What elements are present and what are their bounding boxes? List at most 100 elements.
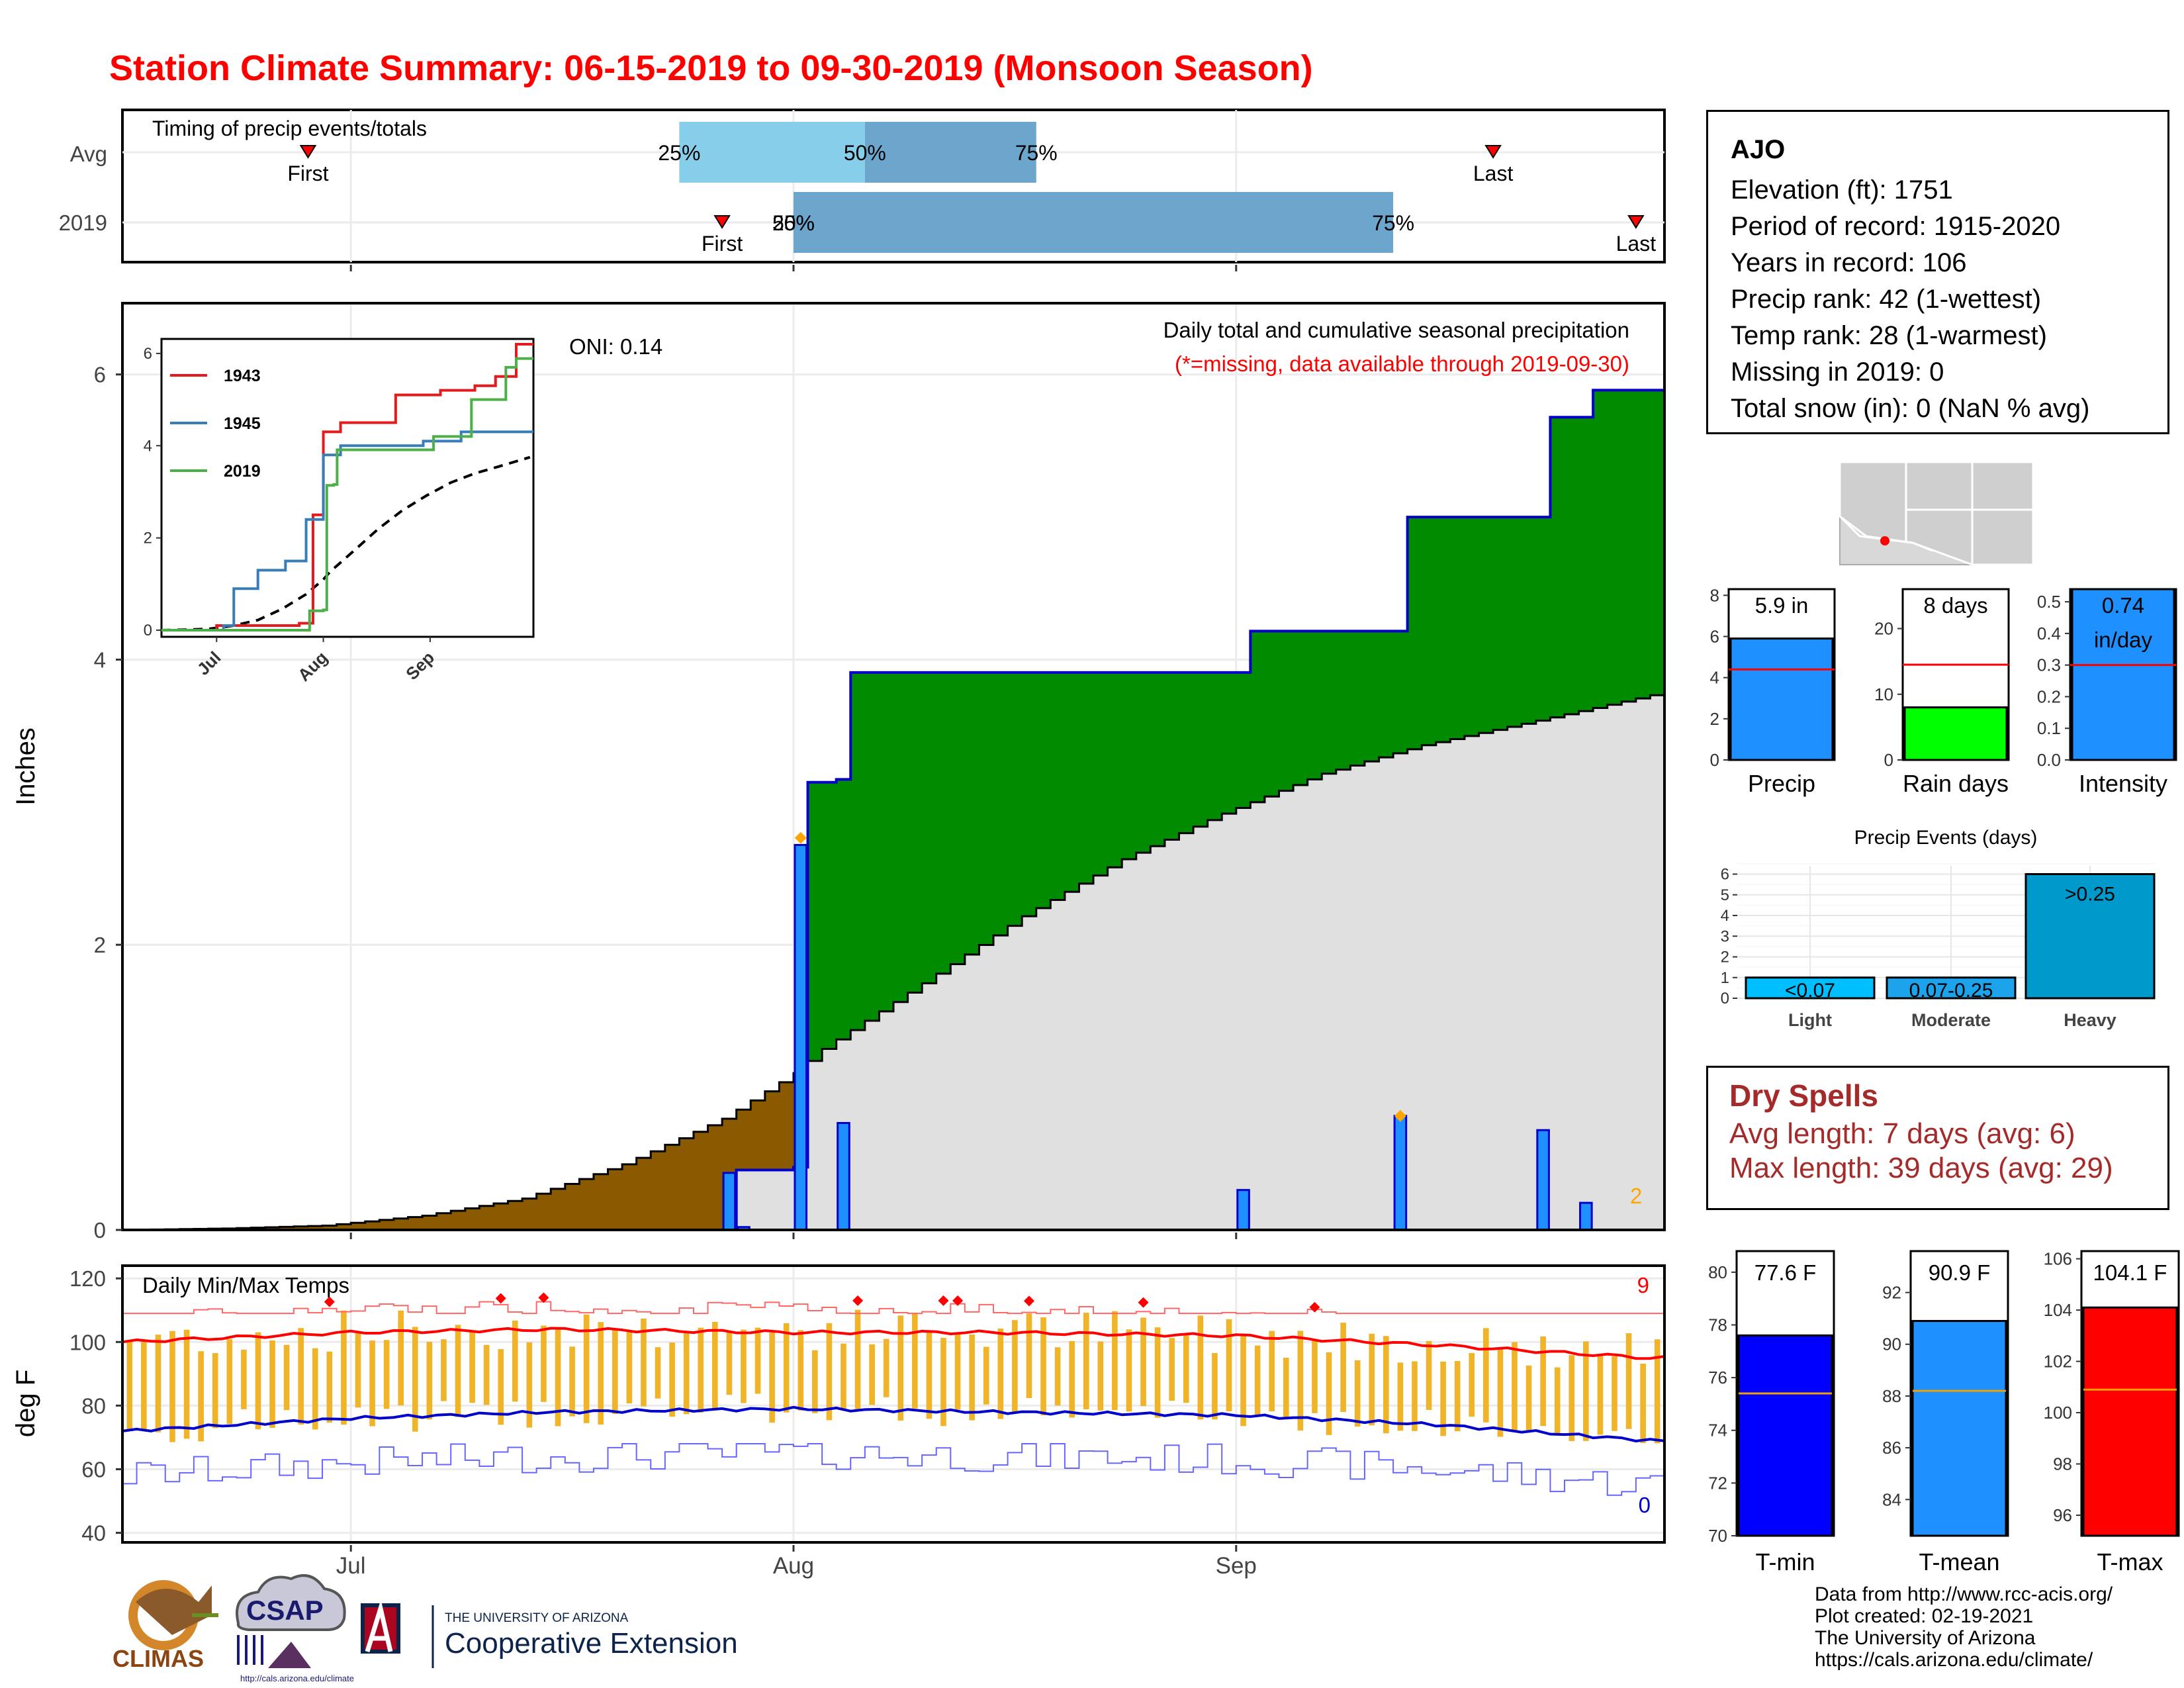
record-high-marker — [852, 1295, 864, 1306]
temp-ytick-1-3: 90 — [1882, 1335, 1901, 1354]
surplus-segment — [1535, 517, 1551, 721]
mini-ytick-0-2: 4 — [1710, 668, 1719, 688]
surplus-segment — [1522, 517, 1537, 724]
deficit-segment — [351, 1223, 366, 1230]
daily-temp-bar — [298, 1328, 304, 1425]
daily-temp-bar — [226, 1339, 233, 1425]
daily-temp-bar — [1083, 1312, 1089, 1409]
mini-ytick-1-1: 10 — [1874, 684, 1893, 704]
mini-ytick-0-1: 2 — [1710, 709, 1719, 729]
daily-temp-bar — [997, 1329, 1004, 1419]
surplus-segment — [1293, 631, 1308, 785]
surplus-segment — [1107, 672, 1122, 868]
surplus-segment — [1279, 631, 1294, 791]
mini-ytick-2-2: 0.2 — [2037, 686, 2061, 706]
mini-ytick-2-3: 0.3 — [2037, 655, 2061, 675]
x-tick-0: Jul — [336, 1553, 366, 1579]
surplus-segment — [807, 782, 823, 1061]
ua-bottom-text: Cooperative Extension — [445, 1627, 738, 1660]
mini-label-1: Rain days — [1903, 770, 2009, 797]
daily-temp-bar — [483, 1344, 490, 1405]
surplus-segment — [864, 672, 880, 1021]
daily-temp-bar — [583, 1314, 590, 1423]
deficit-segment — [764, 1091, 780, 1170]
daily-temp-bar — [940, 1337, 946, 1427]
temp-ytick-2-1: 98 — [2053, 1454, 2072, 1474]
temp-ytick-100: 100 — [69, 1330, 106, 1354]
daily-temp-bar — [841, 1343, 846, 1409]
mini-ytick-0-0: 0 — [1710, 750, 1719, 770]
timing-avg-q50-label: 50% — [844, 141, 886, 165]
surplus-segment — [1336, 631, 1351, 770]
deficit-segment — [651, 1151, 666, 1230]
daily-temp-bar — [712, 1321, 718, 1410]
events-bar-label-1: 0.07-0.25 — [1909, 980, 1993, 1002]
precip-ytick-0: 0 — [94, 1218, 106, 1243]
record-high-marker — [538, 1292, 549, 1303]
deficit-segment — [779, 1082, 794, 1170]
daily-temp-bar — [726, 1331, 733, 1395]
record-high-marker — [1309, 1301, 1320, 1313]
deficit-segment — [336, 1224, 351, 1230]
timing-avg-q75-label: 75% — [1015, 141, 1058, 165]
mini-value-label-1: 8 days — [1923, 593, 1987, 618]
locator-map — [1839, 461, 2034, 566]
timing-2019-last-label: Last — [1616, 232, 1657, 256]
csap-logo: CSAP http://cals.arizona.edu/climate — [236, 1574, 354, 1683]
events-category-0: Light — [1788, 1010, 1832, 1030]
avg-max-line — [122, 1327, 1665, 1360]
mini-value-label-2: 0.74 — [2102, 593, 2144, 618]
station-period: Period of record: 1915-2020 — [1731, 212, 2061, 241]
timing-2019-iqr-upper — [793, 192, 1394, 253]
deficit-segment — [308, 1226, 323, 1230]
temp-ytick-1-2: 88 — [1882, 1386, 1901, 1406]
temp-bar-1 — [1911, 1320, 2007, 1537]
surplus-segment — [1593, 390, 1608, 708]
daily-temp-bar — [1569, 1355, 1575, 1442]
surplus-segment — [1493, 517, 1508, 730]
surplus-segment — [1550, 417, 1565, 718]
temp-ytick-0-1: 72 — [1708, 1473, 1727, 1493]
mini-value-label-2: in/day — [2094, 628, 2153, 652]
surplus-segment — [1607, 390, 1622, 705]
timing-2019-first-label: First — [702, 232, 743, 256]
deficit-segment — [465, 1208, 480, 1230]
timing-avg-q25-label: 25% — [658, 141, 700, 165]
temp-ytick-2-3: 102 — [2044, 1352, 2072, 1372]
surplus-segment — [1322, 631, 1337, 774]
station-temp-rank: Temp rank: 28 (1-warmest) — [1731, 321, 2047, 350]
daily-temp-bar — [1012, 1320, 1018, 1413]
surplus-segment — [1064, 672, 1080, 892]
temp-ytick-0-0: 70 — [1708, 1526, 1727, 1546]
deficit-segment — [579, 1179, 594, 1230]
surplus-segment — [850, 672, 866, 1031]
daily-temp-bar — [512, 1320, 518, 1402]
surplus-segment — [1236, 672, 1251, 808]
mini-ytick-2-1: 0.1 — [2037, 718, 2061, 738]
events-ytick-3: 3 — [1721, 927, 1729, 945]
temp-ytick-2-4: 104 — [2044, 1300, 2072, 1320]
daily-temp-bar — [1169, 1338, 1175, 1401]
deficit-segment — [493, 1203, 509, 1230]
daily-precip-bar — [1536, 1129, 1550, 1231]
daily-temp-bar — [869, 1344, 875, 1405]
deficit-segment — [422, 1215, 437, 1230]
temp-ytick-2-2: 100 — [2044, 1403, 2072, 1423]
climas-logo-text: CLIMAS — [113, 1645, 204, 1672]
temp-label-2: T-max — [2097, 1548, 2163, 1575]
temp-ylabel: deg F — [11, 1370, 40, 1437]
deficit-segment — [451, 1211, 466, 1230]
timing-2019-first-marker — [713, 215, 731, 229]
temp-ytick-0-5: 80 — [1708, 1262, 1727, 1282]
daily-temp-bar — [1254, 1345, 1261, 1415]
oni-label: ONI: 0.14 — [569, 334, 662, 359]
daily-temp-bar — [1026, 1313, 1032, 1399]
daily-temp-bar — [1412, 1361, 1418, 1431]
timing-2019-q75-label: 75% — [1372, 211, 1414, 235]
deficit-segment — [636, 1158, 651, 1230]
surplus-segment — [1650, 390, 1665, 696]
daily-temp-bar — [455, 1325, 461, 1417]
daily-temp-bar — [1554, 1367, 1561, 1435]
mini-bar-0 — [1729, 637, 1834, 761]
